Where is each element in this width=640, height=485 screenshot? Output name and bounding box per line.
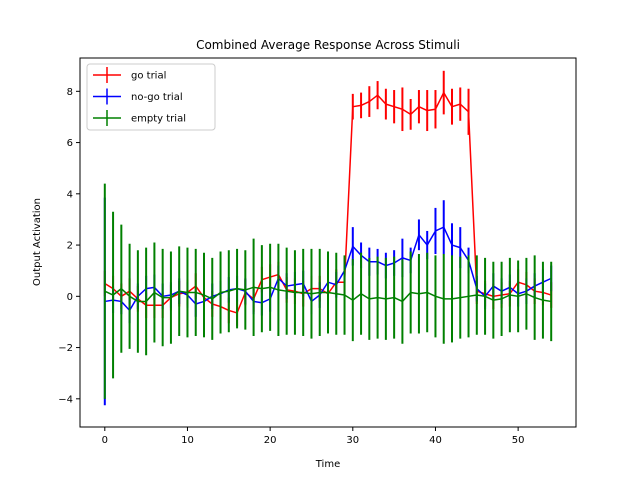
legend-frame [86, 63, 216, 131]
x-tick-label: 20 [264, 435, 277, 446]
y-tick-label: −4 [58, 394, 73, 405]
y-tick-label: 8 [67, 87, 73, 98]
x-tick-label: 40 [429, 435, 442, 446]
y-tick-label: 6 [67, 138, 73, 149]
x-tick-label: 10 [181, 435, 194, 446]
y-axis: −4 −2 0 2 4 6 8 [58, 87, 80, 405]
y-tick-label: 2 [67, 241, 73, 252]
legend-item: empty trial [93, 110, 186, 126]
x-axis: 0 10 20 30 40 50 [102, 427, 525, 446]
y-tick-label: 4 [67, 189, 73, 200]
y-tick-label: 0 [67, 292, 73, 303]
chart-title: Combined Average Response Across Stimuli [196, 38, 460, 52]
plot-frame [79, 57, 577, 428]
legend-label: go trial [131, 71, 166, 82]
y-tick-label: −2 [58, 343, 73, 354]
legend-label: empty trial [131, 114, 186, 125]
legend-label: no-go trial [131, 92, 183, 103]
legend-item: go trial [93, 67, 166, 83]
series-2 [103, 183, 553, 399]
plot-area [103, 70, 553, 406]
series-line [104, 286, 552, 303]
y-axis-label: Output Activation [32, 198, 43, 286]
x-tick-label: 30 [346, 435, 359, 446]
legend-item: no-go trial [93, 88, 183, 105]
x-tick-label: 50 [512, 435, 525, 446]
legend: go trial no-go trial empty trial [86, 63, 216, 131]
x-tick-label: 0 [102, 435, 108, 446]
x-axis-label: Time [315, 459, 340, 470]
